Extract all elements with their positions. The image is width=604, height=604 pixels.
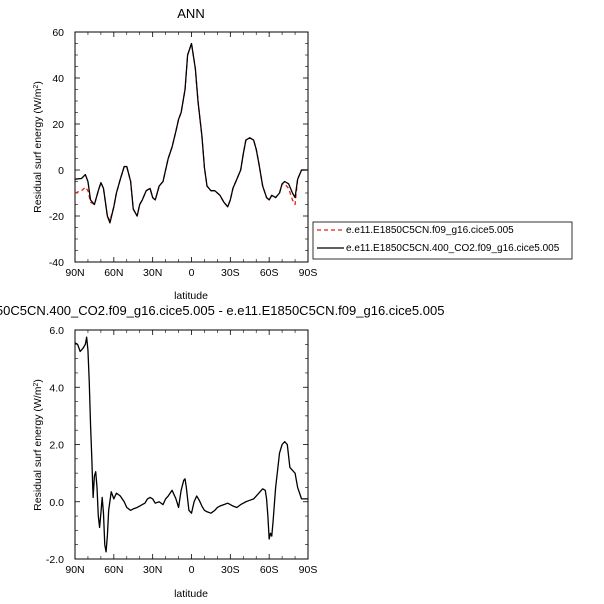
legend-box bbox=[312, 221, 573, 260]
bottom-panel-ticks: 90N 60N 30N 0 30S 60S 90S -2.0 0.0 2.0 4.0 6.0 bbox=[46, 325, 317, 576]
top-x-tick-label: 0 bbox=[189, 267, 195, 279]
bottom-y-tick-label: 6.0 bbox=[49, 325, 64, 337]
bottom-x-tick-label: 90S bbox=[299, 564, 318, 576]
bottom-x-tick-label: 60N bbox=[104, 564, 123, 576]
bottom-x-tick-label: 60S bbox=[260, 564, 279, 576]
top-panel-plot-frame bbox=[74, 31, 309, 263]
legend: e.e11.E1850C5CN.f09_g16.cice5.005 e.e11.… bbox=[312, 221, 573, 260]
bottom-panel-y-axis-label: Residual surf energy (W/m2) bbox=[32, 379, 44, 511]
bottom-y-tick-label: 0.0 bbox=[49, 497, 64, 509]
top-x-tick-label: 90S bbox=[299, 267, 318, 279]
top-y-tick-label: -40 bbox=[49, 257, 64, 269]
top-series-line-0 bbox=[74, 42, 308, 222]
top-y-tick-label: 0 bbox=[58, 165, 64, 177]
top-x-tick-label: 60S bbox=[260, 267, 279, 279]
legend-label-co2: e.e11.E1850C5CN.400_CO2.f09_g16.cice5.00… bbox=[346, 243, 560, 254]
bottom-panel: e.e11.E1850C5CN.400_CO2.f09_g16.cice5.00… bbox=[0, 303, 444, 600]
bottom-x-tick-label: 90N bbox=[65, 564, 84, 576]
top-panel-y-axis-label: Residual surf energy (W/m2) bbox=[32, 81, 44, 213]
top-series-line-1 bbox=[74, 42, 308, 224]
top-y-tick-label: 20 bbox=[52, 119, 64, 131]
top-y-tick-label: -20 bbox=[49, 211, 64, 223]
bottom-panel-title: e.e11.E1850C5CN.400_CO2.f09_g16.cice5.00… bbox=[0, 303, 444, 318]
top-x-tick-label: 60N bbox=[104, 267, 123, 279]
top-panel: ANN latitude Residual surf energy (W/m2)… bbox=[32, 6, 317, 302]
top-y-tick-label: 60 bbox=[52, 27, 64, 39]
bottom-panel-x-axis-label: latitude bbox=[174, 588, 208, 600]
bottom-x-tick-label: 30N bbox=[143, 564, 162, 576]
top-x-tick-label: 30N bbox=[143, 267, 162, 279]
bottom-x-tick-label: 0 bbox=[189, 564, 195, 576]
bottom-y-tick-label: -2.0 bbox=[46, 554, 64, 566]
top-panel-title: ANN bbox=[177, 6, 204, 21]
top-panel-series bbox=[74, 42, 308, 224]
bottom-y-tick-label: 2.0 bbox=[49, 440, 64, 452]
legend-label-control: e.e11.E1850C5CN.f09_g16.cice5.005 bbox=[346, 225, 514, 236]
top-x-tick-label: 90N bbox=[65, 267, 84, 279]
bottom-series-line-0 bbox=[74, 336, 308, 553]
bottom-panel-series bbox=[74, 336, 308, 553]
top-panel-ticks: 90N 60N 30N 0 30S 60S 90S -40 -20 0 20 40 60 bbox=[49, 27, 318, 279]
top-panel-x-axis-label: latitude bbox=[174, 290, 208, 302]
bottom-x-tick-label: 30S bbox=[221, 564, 240, 576]
bottom-y-tick-label: 4.0 bbox=[49, 382, 64, 394]
top-y-tick-label: 40 bbox=[52, 73, 64, 85]
top-x-tick-label: 30S bbox=[221, 267, 240, 279]
